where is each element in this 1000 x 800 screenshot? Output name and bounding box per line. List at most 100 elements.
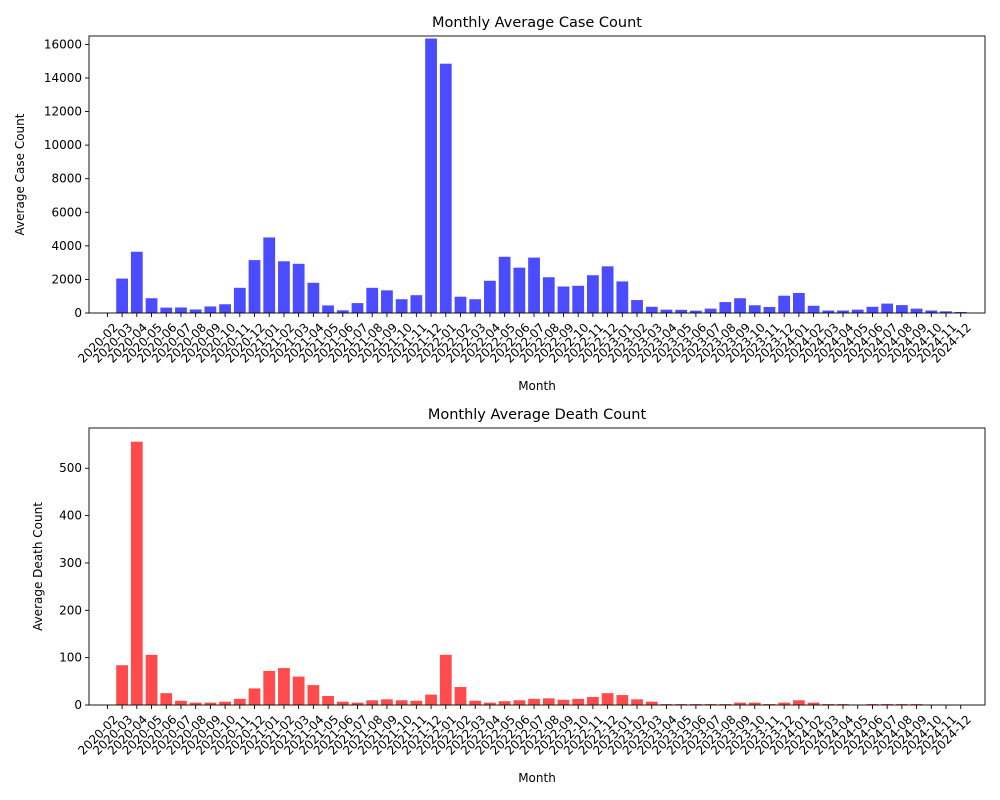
case-bar [954,311,967,313]
death-bar [484,702,496,705]
case-bar [719,302,732,313]
case-bar [616,281,629,313]
death-bar [572,698,585,705]
case-bar [233,287,246,313]
death-bar [793,700,805,705]
case-bar [469,299,482,313]
death-bar [734,702,746,705]
case-bar [734,298,746,313]
death-bar [587,696,599,705]
case-bar [307,282,320,313]
death-bar [130,441,143,705]
case-bar [778,295,791,313]
case-bar [557,286,570,313]
case-bar [940,311,952,313]
case-bar [631,300,643,313]
case-bar [704,308,717,313]
case-bar [278,261,290,313]
death-bar [469,700,482,705]
case-bar [910,308,923,313]
death-bar [513,700,526,705]
case-bar [822,310,835,313]
death-bar [381,699,393,705]
case-axes-frame [88,35,986,314]
death-y-tick-label: 0 [74,698,82,712]
death-bar [807,702,820,705]
case-bar [601,266,614,313]
case-bar [528,257,540,313]
case-bar [866,306,879,313]
case-y-tick-label: 14000 [44,71,82,85]
case-bar [454,296,467,313]
death-y-tick-label: 400 [59,509,82,523]
death-bar [675,704,688,705]
case-bar [851,309,864,313]
case-bar [660,309,673,313]
death-chart-title: Monthly Average Death Count [428,407,647,423]
death-y-tick-label: 100 [59,651,82,665]
case-bar [425,38,437,314]
death-bar [336,701,349,705]
case-y-tick-label: 8000 [51,172,82,186]
death-bar [881,704,894,705]
case-y-tick-label: 2000 [51,272,82,286]
case-bar [204,306,217,313]
death-bar [498,701,511,705]
death-y-axis-label: Average Death Count [31,502,45,631]
death-bar [763,704,776,705]
case-y-tick-label: 16000 [44,37,82,51]
death-bar [778,702,791,705]
death-count-chart: 01002003004005002020-022020-032020-04202… [31,407,986,785]
case-bar [925,310,938,313]
case-y-axis-label: Average Case Count [13,113,27,235]
death-bar [895,704,908,705]
case-bar [351,303,364,313]
case-chart-title: Monthly Average Case Count [432,15,642,31]
death-bar [366,700,379,705]
case-bar [160,307,173,313]
death-bar [175,700,187,705]
case-bar [263,237,276,313]
death-bar [439,654,452,705]
death-axes-frame [88,427,986,706]
death-bar [219,701,231,705]
case-bar [587,275,599,313]
case-bar [439,63,452,314]
death-bar [322,696,334,705]
death-bar [263,670,276,705]
death-bar [204,702,217,705]
case-x-axis-label: Month [518,379,556,393]
case-bar [837,310,849,313]
case-bar [381,290,393,313]
case-count-chart: 0200040006000800010000120001400016000202… [13,15,986,393]
case-bar [763,306,776,313]
death-bar [748,702,761,705]
case-bar [484,280,496,313]
case-y-tick-label: 12000 [44,105,82,119]
case-bar [130,251,143,313]
death-bar [160,693,173,705]
case-y-tick-label: 6000 [51,205,82,219]
death-bar [351,702,364,705]
death-bar [631,699,643,705]
death-bar [557,699,570,705]
death-bar [233,698,246,705]
case-bar [219,304,231,313]
case-bar [645,306,658,313]
case-bar [748,305,761,313]
case-bar [895,305,908,313]
death-y-tick-label: 300 [59,556,82,570]
death-bar [395,700,408,705]
death-y-tick-label: 200 [59,603,82,617]
case-bar [881,303,894,313]
death-bar [910,704,923,705]
case-bar [189,309,202,313]
death-bar [248,688,261,705]
case-bar [807,305,820,313]
death-bar [616,695,629,705]
death-bar [837,704,849,705]
death-bar [822,704,835,705]
case-bar [410,295,423,313]
death-bar [292,676,305,705]
